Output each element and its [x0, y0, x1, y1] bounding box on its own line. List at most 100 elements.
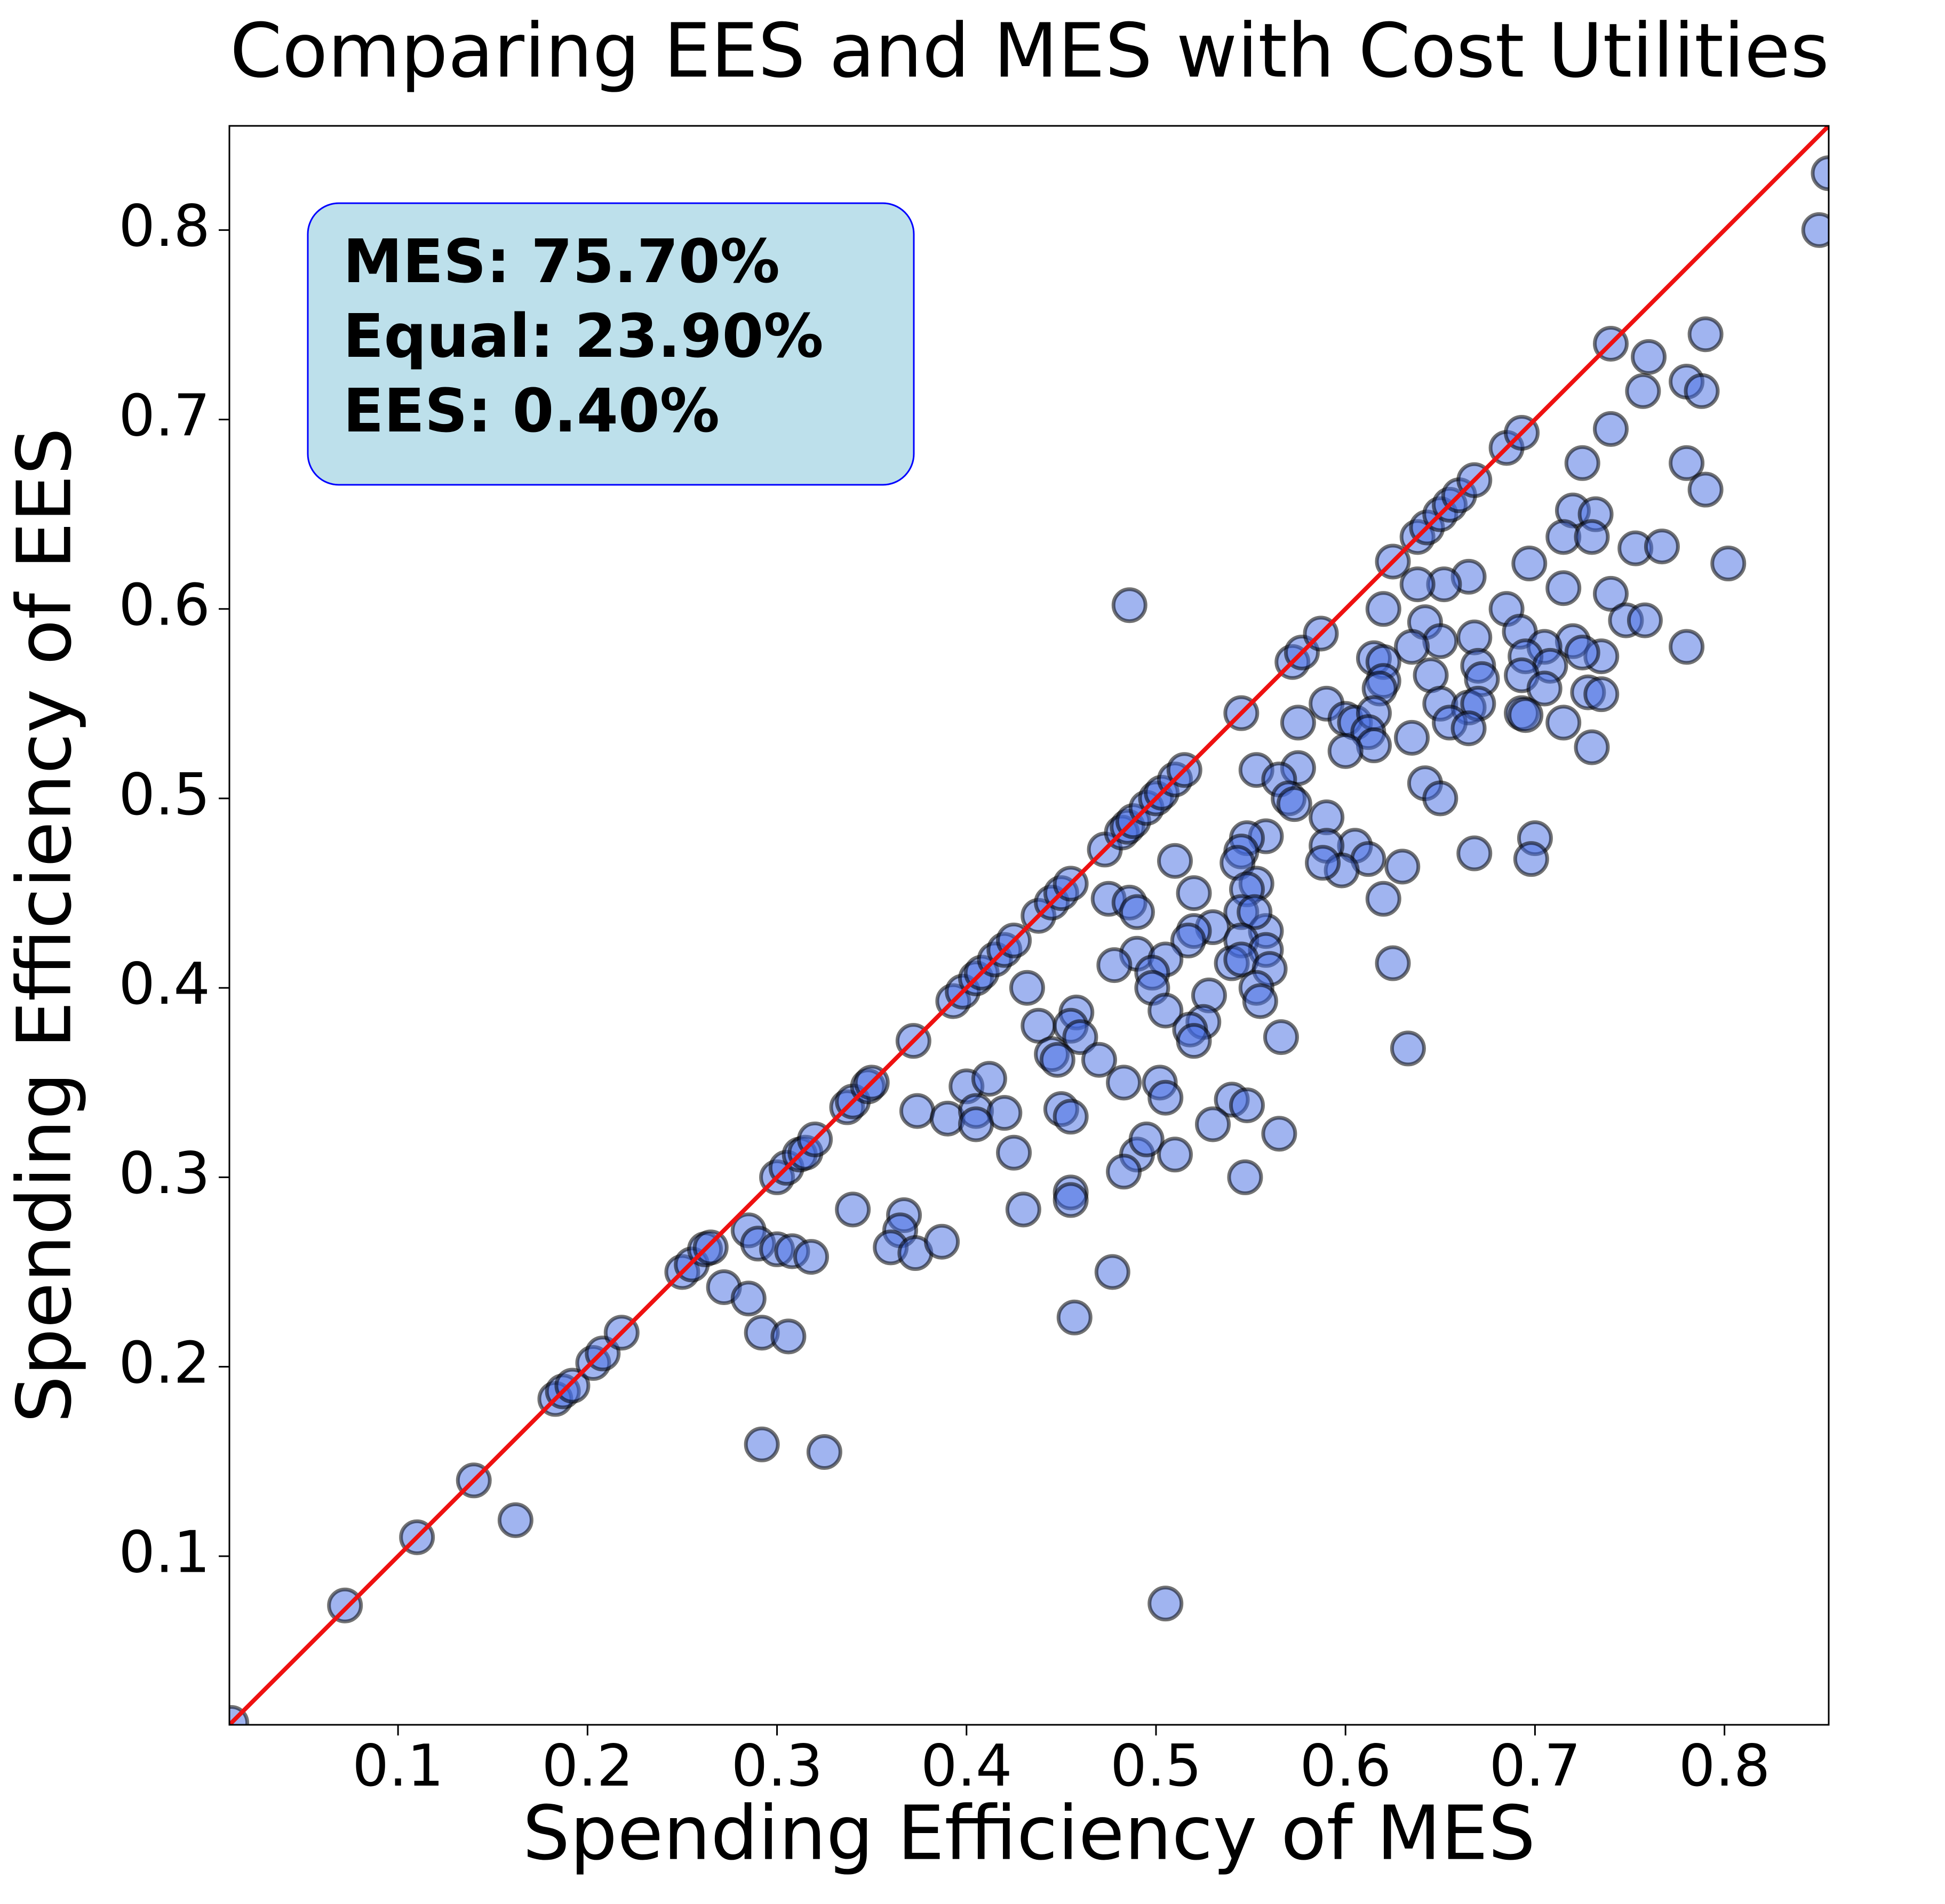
point — [1056, 1299, 1093, 1335]
point — [1627, 602, 1663, 638]
y-tick-label: 0.4 — [118, 951, 210, 1018]
point — [1564, 634, 1600, 670]
annotation-line: EES: 0.40% — [343, 377, 720, 446]
point — [1399, 566, 1436, 603]
point — [1811, 155, 1829, 191]
point — [1593, 411, 1629, 447]
point — [1081, 1042, 1117, 1078]
x-axis-label: Spending Efficiency of MES — [523, 1790, 1536, 1877]
point — [1157, 1137, 1193, 1173]
point — [1039, 1042, 1075, 1078]
point — [1801, 212, 1829, 248]
point — [1394, 719, 1430, 756]
point — [835, 1191, 871, 1228]
x-tick-label: 0.4 — [921, 1733, 1013, 1799]
point — [1644, 529, 1680, 565]
point — [924, 1223, 960, 1260]
point — [692, 1229, 729, 1266]
point — [1327, 733, 1364, 769]
point — [1365, 591, 1401, 627]
point — [1574, 519, 1610, 555]
point — [1128, 1121, 1165, 1157]
point — [1157, 843, 1193, 879]
point — [1261, 1116, 1297, 1152]
point — [996, 1134, 1032, 1171]
point — [806, 1434, 842, 1470]
point — [1422, 780, 1458, 817]
point — [1365, 881, 1401, 917]
point — [1111, 587, 1147, 623]
point — [1508, 697, 1544, 733]
point — [1263, 1019, 1299, 1055]
point — [1513, 841, 1549, 877]
point — [1242, 983, 1278, 1019]
point — [1394, 629, 1430, 665]
annotation-line: MES: 75.70% — [343, 227, 780, 297]
point — [1710, 546, 1747, 582]
point — [1545, 570, 1582, 606]
x-tick-label: 0.3 — [731, 1733, 823, 1799]
plot-area — [229, 126, 1829, 1725]
point — [1195, 1106, 1231, 1142]
point — [1574, 729, 1610, 765]
point — [1147, 1586, 1184, 1622]
point — [1687, 316, 1724, 353]
point — [1276, 786, 1312, 822]
point — [1669, 629, 1705, 665]
point — [1094, 1254, 1130, 1290]
point — [1684, 373, 1720, 409]
point — [1096, 947, 1133, 983]
point — [1053, 1182, 1089, 1218]
point — [1375, 945, 1411, 981]
y-tick-label: 0.6 — [118, 572, 210, 639]
y-tick-label: 0.2 — [118, 1330, 210, 1396]
point — [1384, 849, 1421, 885]
annotation-background — [307, 202, 915, 486]
point — [1526, 670, 1563, 707]
y-axis-label: Spending Efficiency of EES — [2, 428, 89, 1423]
diagonal-line — [229, 126, 1829, 1725]
point — [971, 1061, 1007, 1097]
point — [1456, 835, 1493, 871]
point — [770, 1318, 807, 1355]
x-tick-label: 0.8 — [1679, 1733, 1771, 1799]
x-tick-label: 0.1 — [352, 1733, 444, 1799]
point — [1545, 705, 1582, 741]
point — [1229, 1087, 1265, 1123]
point — [1009, 970, 1045, 1006]
y-tick-label: 0.1 — [118, 1519, 210, 1586]
x-tick-label: 0.5 — [1110, 1733, 1202, 1799]
point — [497, 1502, 533, 1538]
point — [793, 1239, 830, 1275]
point — [1106, 1065, 1142, 1101]
point — [958, 1106, 994, 1142]
point — [1422, 623, 1458, 659]
point — [899, 1093, 935, 1129]
point — [1062, 1019, 1098, 1055]
point — [1280, 705, 1316, 741]
point — [1305, 845, 1341, 881]
annotation-line: Equal: 23.90% — [343, 302, 824, 371]
point — [1564, 445, 1600, 481]
point — [1450, 710, 1487, 747]
x-tick-label: 0.7 — [1489, 1733, 1581, 1799]
point — [1106, 1154, 1142, 1190]
point — [1237, 894, 1273, 930]
chart-title: Comparing EES and MES with Cost Utilitie… — [230, 8, 1829, 95]
point — [1170, 922, 1206, 958]
y-tick-label: 0.5 — [118, 762, 210, 828]
x-tick-label: 0.6 — [1300, 1733, 1391, 1799]
axes-frame — [228, 125, 1830, 1726]
point — [1147, 993, 1184, 1029]
point — [1593, 575, 1629, 612]
point — [1227, 1159, 1263, 1195]
y-tick-label: 0.3 — [118, 1140, 210, 1207]
point — [1390, 1030, 1426, 1067]
point — [1005, 1191, 1041, 1228]
point — [1687, 471, 1724, 508]
point — [744, 1426, 780, 1462]
y-tick-label: 0.7 — [118, 382, 210, 449]
point — [1356, 727, 1392, 764]
